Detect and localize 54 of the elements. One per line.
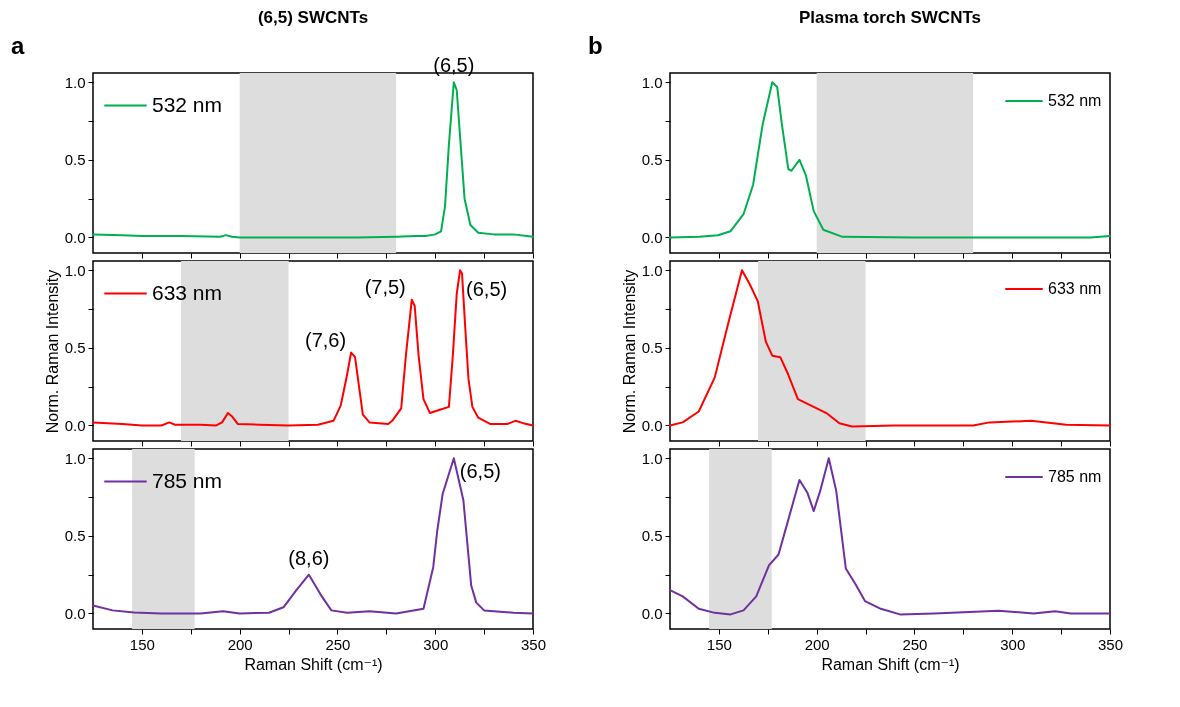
line-series xyxy=(92,269,534,427)
annotation: (7,6) xyxy=(305,328,347,351)
x-tick-label: 350 xyxy=(520,635,547,653)
annotation: (6,5) xyxy=(459,460,501,483)
y-tick-label: 0.0 xyxy=(641,604,663,622)
y-tick-label: 0.5 xyxy=(64,527,86,545)
y-tick-label: 1.0 xyxy=(64,261,86,279)
text: a xyxy=(11,32,25,59)
x-tick-label: 200 xyxy=(804,635,830,653)
y-tick-label: 0.5 xyxy=(641,151,663,169)
y-tick-label: 0.5 xyxy=(641,527,663,545)
y-axis-title: Norm. Raman Intensity xyxy=(620,269,638,434)
y-axis-title: Norm. Raman Intensity xyxy=(43,269,61,434)
y-tick-label: 1.0 xyxy=(64,449,86,467)
y-tick-label: 0.0 xyxy=(641,416,663,434)
legend-label: 785 nm xyxy=(1048,468,1102,485)
y-tick-label: 1.0 xyxy=(64,73,86,91)
legend-label: 532 nm xyxy=(152,92,223,116)
text: b xyxy=(588,32,603,59)
line-series xyxy=(669,81,1111,239)
annotation: (8,6) xyxy=(288,546,330,569)
legend-label: 532 nm xyxy=(1048,92,1102,109)
annotation: (6,5) xyxy=(466,278,508,301)
x-tick-label: 300 xyxy=(423,635,449,653)
line-series xyxy=(669,269,1111,428)
x-tick-label: 250 xyxy=(902,635,928,653)
y-tick-label: 0.0 xyxy=(641,228,663,246)
legend-label: 633 nm xyxy=(1048,280,1102,297)
x-tick-label: 150 xyxy=(129,635,155,653)
y-tick-label: 0.5 xyxy=(64,151,86,169)
y-tick-label: 0.0 xyxy=(64,604,86,622)
x-axis-title: Raman Shift (cm⁻¹) xyxy=(244,655,383,673)
legend-label: 785 nm xyxy=(152,468,223,492)
x-axis-title: Raman Shift (cm⁻¹) xyxy=(821,655,960,673)
line-series xyxy=(92,81,534,239)
x-tick-label: 250 xyxy=(325,635,351,653)
x-tick-label: 200 xyxy=(227,635,253,653)
chart-title: (6,5) SWCNTs xyxy=(257,8,369,27)
chart-title: Plasma torch SWCNTs xyxy=(798,8,982,27)
x-tick-label: 150 xyxy=(706,635,732,653)
y-tick-label: 0.5 xyxy=(641,339,663,357)
annotation: (7,5) xyxy=(364,275,406,298)
y-tick-label: 0.0 xyxy=(64,228,86,246)
x-tick-label: 350 xyxy=(1097,635,1124,653)
y-tick-label: 1.0 xyxy=(641,261,663,279)
legend-label: 633 nm xyxy=(152,280,223,304)
y-tick-label: 1.0 xyxy=(641,449,663,467)
x-tick-label: 300 xyxy=(1000,635,1026,653)
y-tick-label: 0.5 xyxy=(64,339,86,357)
line-series xyxy=(669,457,1111,616)
y-tick-label: 0.0 xyxy=(64,416,86,434)
y-tick-label: 1.0 xyxy=(641,73,663,91)
line-series xyxy=(92,457,534,615)
annotation: (6,5) xyxy=(433,54,475,77)
